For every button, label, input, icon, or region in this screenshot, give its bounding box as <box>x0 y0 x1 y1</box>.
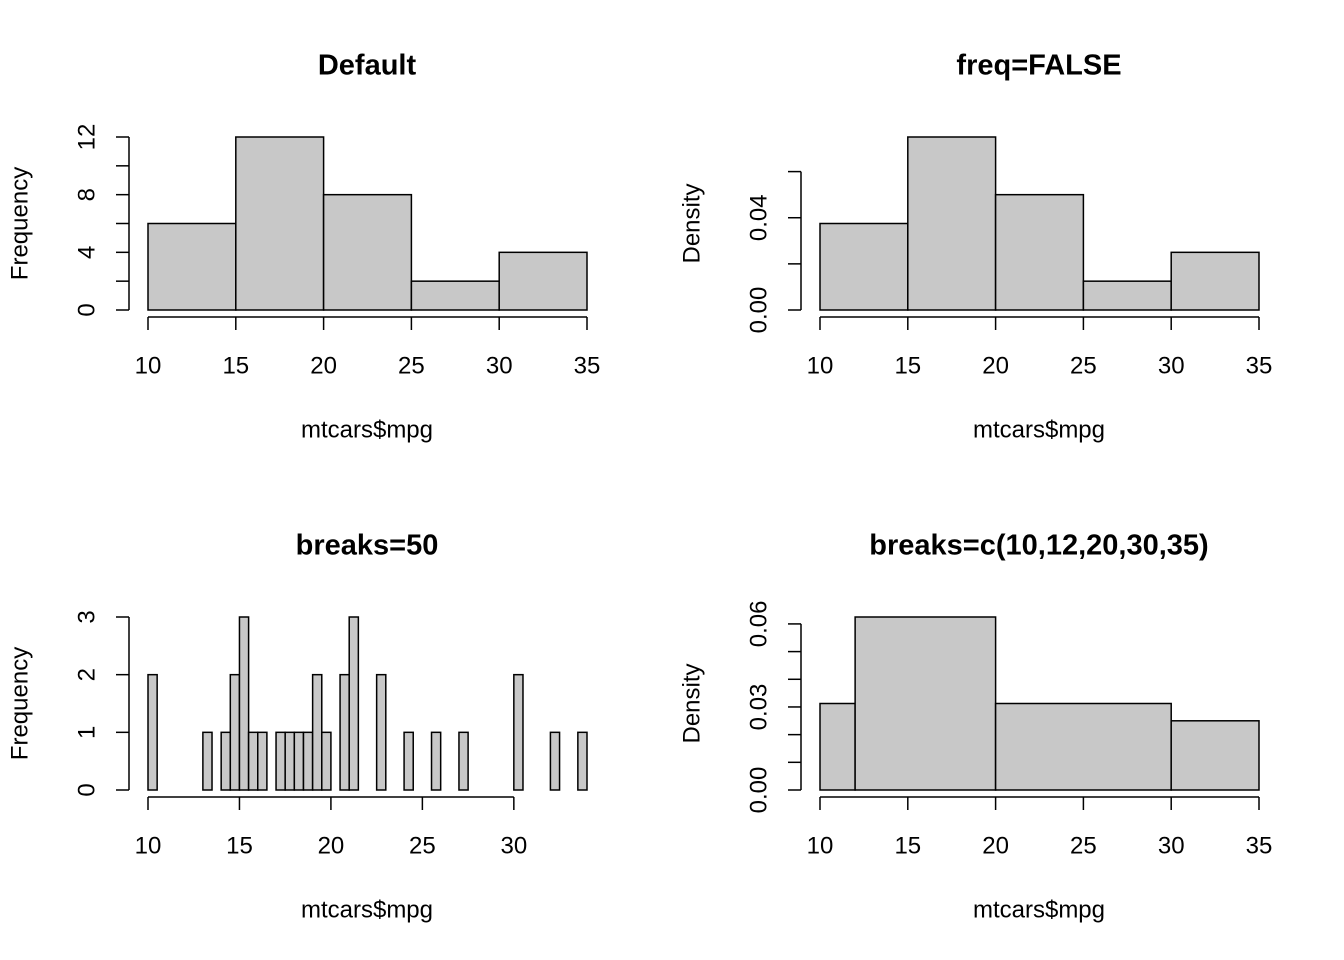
y-axis-label: Density <box>678 183 705 263</box>
bar <box>220 731 232 791</box>
x-tick-label: 20 <box>310 352 337 379</box>
y-tick-label: 0.00 <box>745 767 772 814</box>
bar <box>577 731 588 791</box>
bar <box>321 731 332 791</box>
x-axis-label: mtcars$mpg <box>301 416 433 443</box>
bar <box>854 616 997 791</box>
bar <box>994 702 1172 791</box>
y-tick-label: 4 <box>73 246 100 259</box>
bar <box>458 731 469 791</box>
bar <box>819 702 856 791</box>
bar <box>247 731 259 791</box>
x-axis-label: mtcars$mpg <box>301 896 433 923</box>
bar <box>1170 251 1260 311</box>
bar <box>375 673 387 791</box>
bar <box>348 616 360 791</box>
chart-title: Default <box>318 50 417 82</box>
y-tick-label: 0 <box>73 783 100 796</box>
y-tick-label: 0.06 <box>745 601 772 648</box>
x-tick-label: 30 <box>1158 352 1185 379</box>
x-axis-label: mtcars$mpg <box>973 896 1105 923</box>
bar <box>229 673 241 791</box>
x-tick-label: 30 <box>1158 832 1185 859</box>
y-tick-label: 8 <box>73 188 100 201</box>
chart-title: freq=FALSE <box>956 50 1121 82</box>
bar <box>339 673 350 791</box>
bar <box>202 731 213 791</box>
y-tick-label: 0.03 <box>745 684 772 731</box>
x-tick-label: 35 <box>574 352 601 379</box>
x-tick-label: 25 <box>409 832 436 859</box>
x-tick-label: 15 <box>226 832 253 859</box>
bar <box>238 616 250 791</box>
x-tick-label: 30 <box>486 352 513 379</box>
x-tick-label: 10 <box>807 832 834 859</box>
x-axis-label: mtcars$mpg <box>973 416 1105 443</box>
bar <box>994 193 1085 311</box>
x-tick-label: 10 <box>135 832 162 859</box>
y-tick-label: 1 <box>73 726 100 739</box>
bar <box>513 673 524 791</box>
bar <box>498 251 588 311</box>
bar <box>819 222 909 311</box>
x-tick-label: 20 <box>318 832 345 859</box>
bar <box>430 731 442 791</box>
x-tick-label: 25 <box>1070 832 1097 859</box>
x-tick-label: 15 <box>894 832 921 859</box>
y-tick-label: 12 <box>73 124 100 151</box>
bar <box>410 280 500 311</box>
bar <box>147 222 237 311</box>
chart-title: breaks=c(10,12,20,30,35) <box>869 530 1208 562</box>
y-tick-label: 3 <box>73 610 100 623</box>
x-tick-label: 10 <box>135 352 162 379</box>
bar <box>907 136 997 311</box>
y-tick-label: 0.04 <box>745 194 772 241</box>
y-tick-label: 0 <box>73 303 100 316</box>
bar <box>275 731 286 791</box>
bar <box>235 136 325 311</box>
x-tick-label: 15 <box>894 352 921 379</box>
x-tick-label: 20 <box>982 832 1009 859</box>
x-tick-label: 10 <box>807 352 834 379</box>
x-tick-label: 35 <box>1246 352 1273 379</box>
bar <box>1170 720 1260 791</box>
y-axis-label: Density <box>678 663 705 743</box>
bar <box>549 731 561 791</box>
bar <box>403 731 414 791</box>
bar <box>1082 280 1172 311</box>
bar <box>322 193 413 311</box>
x-tick-label: 15 <box>222 352 249 379</box>
x-tick-label: 25 <box>1070 352 1097 379</box>
bar <box>311 673 323 791</box>
x-tick-label: 20 <box>982 352 1009 379</box>
x-tick-label: 30 <box>500 832 527 859</box>
bar <box>302 731 314 791</box>
y-axis-label: Frequency <box>6 167 33 280</box>
x-tick-label: 25 <box>398 352 425 379</box>
y-tick-label: 0.00 <box>745 287 772 334</box>
bar <box>284 731 296 791</box>
bar <box>293 731 305 791</box>
y-tick-label: 2 <box>73 668 100 681</box>
x-tick-label: 35 <box>1246 832 1273 859</box>
chart-title: breaks=50 <box>296 530 439 562</box>
bar <box>257 731 268 791</box>
y-axis-label: Frequency <box>6 647 33 760</box>
bar <box>147 673 158 791</box>
